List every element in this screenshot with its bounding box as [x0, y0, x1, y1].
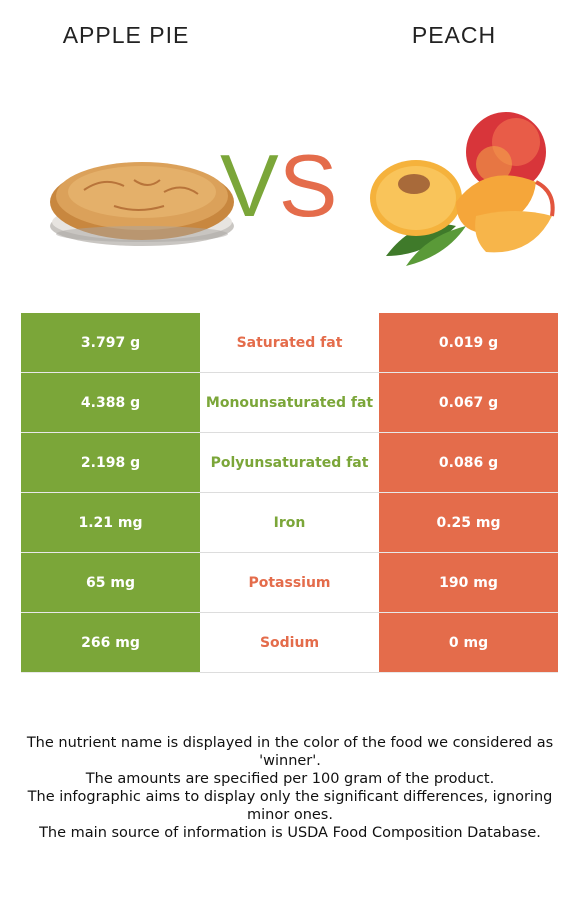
nutrient-name: Potassium	[200, 552, 379, 613]
right-food-title: PEACH	[411, 22, 497, 48]
nutrient-name: Saturated fat	[200, 313, 379, 373]
vs-v-letter: V	[220, 136, 279, 235]
right-value: 0.086 g	[379, 432, 558, 493]
right-value: 190 mg	[379, 552, 558, 613]
table-row: 4.388 g Monounsaturated fat 0.067 g	[21, 372, 558, 433]
footnotes: The nutrient name is displayed in the co…	[10, 734, 570, 842]
apple-pie-image	[50, 162, 234, 246]
table-row: 3.797 g Saturated fat 0.019 g	[21, 313, 558, 373]
table-row: 65 mg Potassium 190 mg	[21, 552, 558, 613]
vs-label: VS	[220, 138, 337, 234]
left-food-title: APPLE PIE	[62, 22, 190, 48]
nutrient-name: Monounsaturated fat	[200, 372, 379, 433]
table-row: 2.198 g Polyunsaturated fat 0.086 g	[21, 432, 558, 493]
right-value: 0 mg	[379, 612, 558, 673]
table-row: 1.21 mg Iron 0.25 mg	[21, 492, 558, 553]
note-per-100g: The amounts are specified per 100 gram o…	[85, 771, 495, 787]
left-value: 4.388 g	[21, 372, 200, 433]
vs-s-letter: S	[278, 136, 338, 235]
nutrient-name: Sodium	[200, 612, 379, 673]
note-differences: The infographic aims to display only the…	[27, 789, 553, 823]
nutrient-name: Iron	[200, 492, 379, 553]
table-row: 266 mg Sodium 0 mg	[21, 612, 558, 673]
left-value: 3.797 g	[21, 313, 200, 373]
nutrient-name: Polyunsaturated fat	[200, 432, 379, 493]
right-value: 0.019 g	[379, 313, 558, 373]
left-value: 1.21 mg	[21, 492, 200, 553]
left-value: 266 mg	[21, 612, 200, 673]
note-source: The main source of information is USDA F…	[39, 825, 541, 841]
right-value: 0.067 g	[379, 372, 558, 433]
right-value: 0.25 mg	[379, 492, 558, 553]
note-winner: The nutrient name is displayed in the co…	[26, 735, 554, 769]
left-value: 2.198 g	[21, 432, 200, 493]
left-value: 65 mg	[21, 552, 200, 613]
peach-image	[370, 112, 555, 266]
comparison-table: 3.797 g Saturated fat 0.019 g 4.388 g Monoun…	[21, 313, 558, 673]
